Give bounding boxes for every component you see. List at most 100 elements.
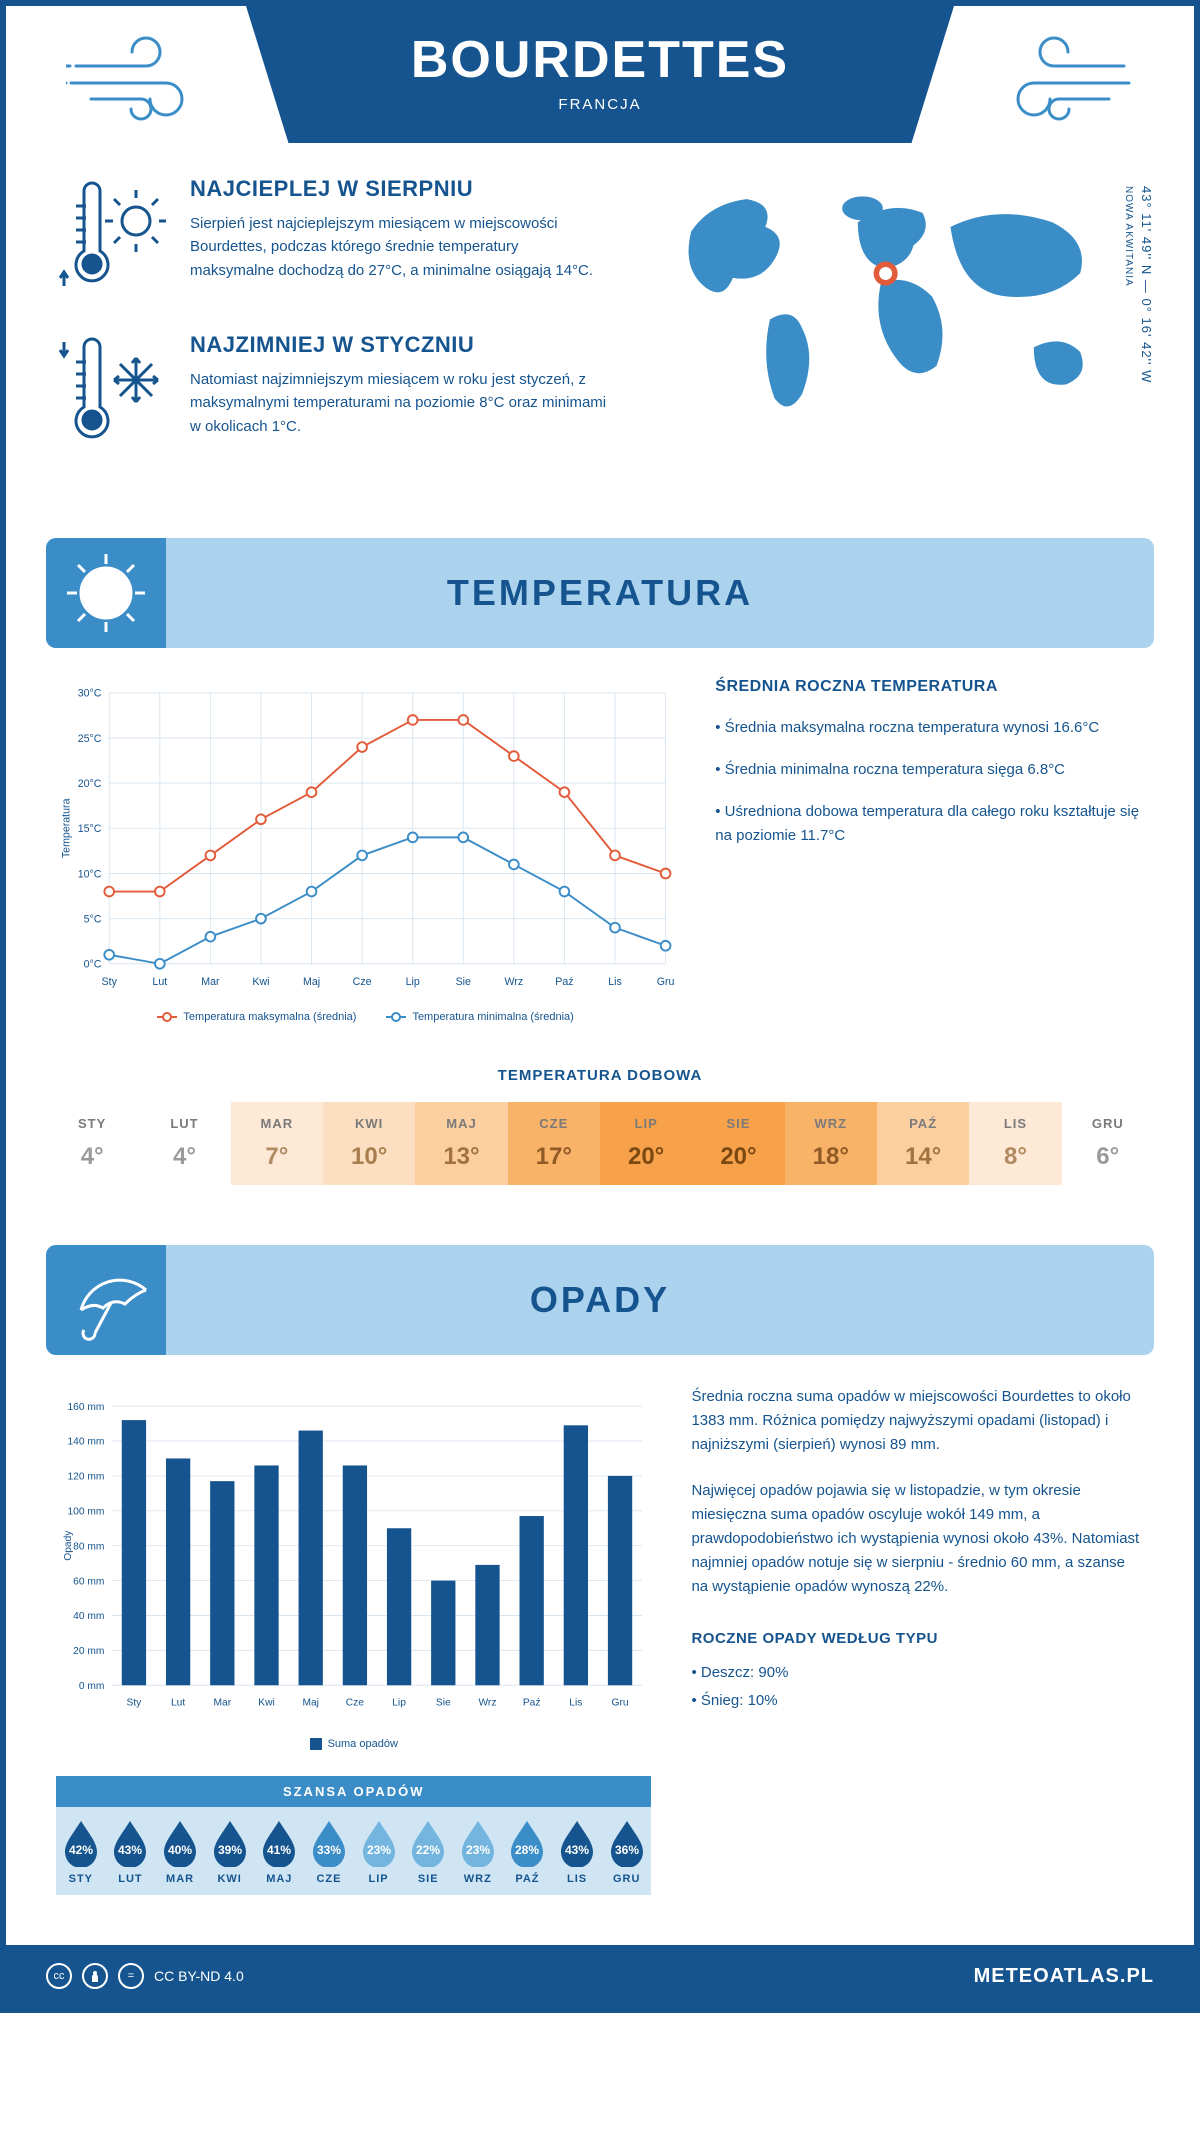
daily-month: CZE: [508, 1116, 600, 1131]
daily-month: MAJ: [415, 1116, 507, 1131]
temp-bullet: • Uśredniona dobowa temperatura dla całe…: [715, 800, 1144, 848]
sun-icon: [46, 538, 166, 648]
intro-left: NAJCIEPLEJ W SIERPNIU Sierpień jest najc…: [56, 176, 606, 488]
warmest-body: Sierpień jest najcieplejszym miesiącem w…: [190, 212, 606, 282]
precip-para: Najwięcej opadów pojawia się w listopadz…: [691, 1479, 1144, 1599]
daily-cell: GRU6°: [1062, 1102, 1154, 1185]
svg-text:Temperatura: Temperatura: [61, 798, 73, 858]
coldest-title: NAJZIMNIEJ W STYCZNIU: [190, 332, 606, 358]
svg-text:22%: 22%: [416, 1843, 440, 1857]
svg-text:39%: 39%: [218, 1843, 242, 1857]
temperature-legend: Temperatura maksymalna (średnia) Tempera…: [56, 1011, 675, 1023]
temp-side-title: ŚREDNIA ROCZNA TEMPERATURA: [715, 678, 1144, 696]
precip-type-title: ROCZNE OPADY WEDŁUG TYPU: [691, 1627, 1144, 1651]
by-icon: [82, 1963, 108, 1989]
svg-text:Mar: Mar: [201, 976, 220, 988]
svg-text:15°C: 15°C: [78, 823, 102, 835]
svg-text:140 mm: 140 mm: [67, 1437, 104, 1448]
chance-cell: 42%STY: [56, 1807, 106, 1895]
svg-text:Kwi: Kwi: [252, 976, 269, 988]
chance-cell: 36%GRU: [602, 1807, 652, 1895]
svg-text:28%: 28%: [515, 1843, 539, 1857]
chance-cell: 40%MAR: [155, 1807, 205, 1895]
precipitation-title: OPADY: [46, 1279, 1154, 1321]
chance-cell: 28%PAŹ: [503, 1807, 553, 1895]
chance-cell: 23%LIP: [354, 1807, 404, 1895]
precipitation-header: OPADY: [46, 1245, 1154, 1355]
umbrella-icon: [46, 1245, 166, 1355]
chance-title: SZANSA OPADÓW: [56, 1776, 651, 1807]
svg-text:40 mm: 40 mm: [73, 1611, 104, 1622]
legend-min: Temperatura minimalna (średnia): [412, 1011, 573, 1023]
temp-bullet: • Średnia minimalna roczna temperatura s…: [715, 758, 1144, 782]
daily-month: WRZ: [785, 1116, 877, 1131]
daily-cell: LIP20°: [600, 1102, 692, 1185]
chance-cell: 23%WRZ: [453, 1807, 503, 1895]
country-name: FRANCJA: [266, 96, 934, 113]
daily-month: MAR: [231, 1116, 323, 1131]
daily-month: KWI: [323, 1116, 415, 1131]
daily-cell: LIS8°: [969, 1102, 1061, 1185]
daily-cell: MAJ13°: [415, 1102, 507, 1185]
temp-bullet: • Średnia maksymalna roczna temperatura …: [715, 716, 1144, 740]
daily-value: 20°: [692, 1143, 784, 1171]
page: BOURDETTES FRANCJA: [0, 0, 1200, 2013]
precipitation-legend: Suma opadów: [56, 1738, 651, 1750]
daily-value: 6°: [1062, 1143, 1154, 1171]
chance-cell: 41%MAJ: [255, 1807, 305, 1895]
daily-value: 17°: [508, 1143, 600, 1171]
chance-cell: 43%LIS: [552, 1807, 602, 1895]
svg-text:Sty: Sty: [102, 976, 118, 988]
site-name: METEOATLAS.PL: [974, 1965, 1154, 1988]
svg-text:42%: 42%: [69, 1843, 93, 1857]
svg-text:Gru: Gru: [657, 976, 675, 988]
precip-type-item: • Deszcz: 90%: [691, 1661, 1144, 1685]
footer: cc = CC BY-ND 4.0 METEOATLAS.PL: [6, 1945, 1194, 2007]
daily-cell: LUT 4°: [138, 1102, 230, 1185]
precipitation-chance: SZANSA OPADÓW 42%STY43%LUT40%MAR39%KWI41…: [56, 1776, 651, 1895]
svg-text:Lis: Lis: [608, 976, 622, 988]
daily-cell: CZE 17°: [508, 1102, 600, 1185]
chance-cell: 39%KWI: [205, 1807, 255, 1895]
intro-section: NAJCIEPLEJ W SIERPNIU Sierpień jest najc…: [6, 146, 1194, 528]
svg-text:Gru: Gru: [612, 1698, 629, 1709]
precipitation-right: Średnia roczna suma opadów w miejscowośc…: [691, 1385, 1144, 1895]
daily-cell: KWI10°: [323, 1102, 415, 1185]
svg-text:Sty: Sty: [127, 1698, 143, 1709]
svg-text:Lis: Lis: [569, 1698, 582, 1709]
svg-text:10°C: 10°C: [78, 868, 102, 880]
legend-max: Temperatura maksymalna (średnia): [183, 1011, 356, 1023]
svg-text:23%: 23%: [466, 1843, 490, 1857]
license-badges: cc = CC BY-ND 4.0: [46, 1963, 244, 1989]
nd-icon: =: [118, 1963, 144, 1989]
coldest-body: Natomiast najzimniejszym miesiącem w rok…: [190, 368, 606, 438]
daily-value: 7°: [231, 1143, 323, 1171]
svg-text:43%: 43%: [118, 1843, 142, 1857]
svg-text:Kwi: Kwi: [258, 1698, 274, 1709]
svg-text:41%: 41%: [267, 1843, 291, 1857]
map-panel: NOWA AKWITANIA 43° 11' 49'' N — 0° 16' 4…: [646, 176, 1144, 488]
wind-icon-right: [954, 6, 1154, 146]
daily-value: 20°: [600, 1143, 692, 1171]
daily-cell: SIE 20°: [692, 1102, 784, 1185]
daily-cell: WRZ18°: [785, 1102, 877, 1185]
precipitation-left: 0 mm20 mm40 mm60 mm80 mm100 mm120 mm140 …: [56, 1385, 651, 1895]
temperature-title: TEMPERATURA: [46, 572, 1154, 614]
svg-text:25°C: 25°C: [78, 733, 102, 745]
svg-text:20°C: 20°C: [78, 778, 102, 790]
cc-icon: cc: [46, 1963, 72, 1989]
daily-value: 4°: [138, 1143, 230, 1171]
svg-text:Cze: Cze: [353, 976, 372, 988]
svg-text:Paź: Paź: [523, 1698, 541, 1709]
chance-cell: 33%CZE: [304, 1807, 354, 1895]
svg-text:Lut: Lut: [171, 1698, 185, 1709]
daily-month: SIE: [692, 1116, 784, 1131]
svg-text:0°C: 0°C: [84, 959, 102, 971]
wind-icon-left: [46, 6, 246, 146]
coldest-block: NAJZIMNIEJ W STYCZNIU Natomiast najzimni…: [56, 332, 606, 452]
temperature-summary: ŚREDNIA ROCZNA TEMPERATURA • Średnia mak…: [715, 678, 1144, 1023]
daily-month: PAŹ: [877, 1116, 969, 1131]
svg-text:33%: 33%: [317, 1843, 341, 1857]
daily-temp-table: STY4°LUT4°MAR7°KWI10°MAJ13°CZE17°LIP20°S…: [46, 1102, 1154, 1185]
daily-month: LUT: [138, 1116, 230, 1131]
